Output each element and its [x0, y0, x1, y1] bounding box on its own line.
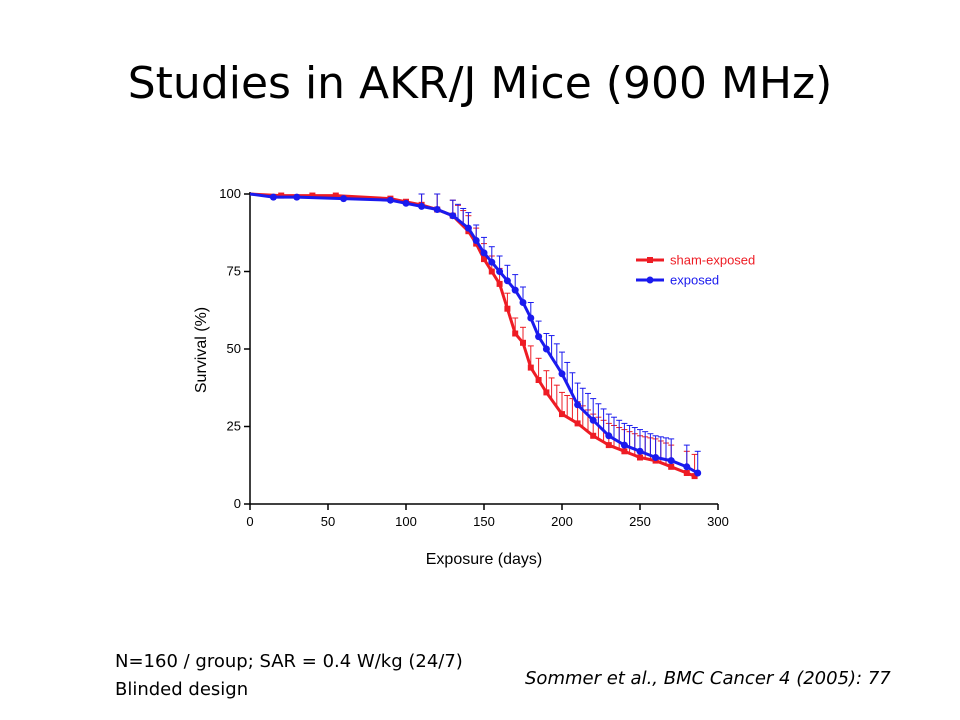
- data-point: [543, 389, 550, 396]
- footnote: N=160 / group; SAR = 0.4 W/kg (24/7) Bli…: [115, 648, 463, 704]
- data-point: [574, 401, 582, 409]
- data-point: [668, 463, 675, 470]
- data-point: [488, 258, 496, 266]
- data-point: [332, 192, 339, 199]
- chart-legend: sham-exposed exposed: [636, 253, 755, 288]
- series-line-exposed: [249, 192, 699, 475]
- data-point: [519, 299, 527, 306]
- data-point: [683, 463, 691, 471]
- legend-item-exposed: exposed: [636, 273, 719, 288]
- y-tick-label: 0: [234, 496, 241, 511]
- data-point: [694, 469, 702, 477]
- data-point: [652, 454, 660, 461]
- x-tick-label: 100: [395, 514, 417, 529]
- data-point: [605, 442, 612, 449]
- y-tick-label: 75: [227, 264, 241, 279]
- data-point: [620, 441, 628, 449]
- data-point: [558, 370, 566, 378]
- data-point: [481, 256, 487, 263]
- data-point: [464, 224, 472, 232]
- slide-title: Studies in AKR/J Mice (900 MHz): [127, 58, 833, 109]
- data-point: [496, 268, 504, 275]
- data-point: [449, 212, 457, 220]
- data-point: [589, 416, 597, 424]
- data-point: [386, 196, 394, 204]
- data-point: [535, 377, 542, 383]
- x-tick-label: 250: [629, 514, 651, 529]
- data-point: [527, 364, 534, 371]
- data-point: [309, 192, 316, 199]
- x-tick-label: 150: [473, 514, 495, 529]
- data-point: [574, 420, 581, 427]
- data-point: [269, 193, 277, 201]
- y-axis-label: Survival (%): [193, 307, 210, 393]
- data-point: [402, 199, 410, 207]
- data-point: [590, 432, 597, 439]
- x-tick-label: 300: [707, 514, 729, 529]
- data-point: [496, 280, 503, 287]
- data-point: [488, 268, 495, 275]
- data-point: [511, 286, 519, 294]
- y-tick-label: 25: [227, 419, 241, 434]
- data-point: [504, 305, 511, 312]
- legend-marker: [646, 276, 654, 284]
- data-point: [293, 193, 301, 201]
- series-exposed: [249, 192, 702, 477]
- chart-axes: 0 25 50 75 100 0 50 100 150 200 250 300: [219, 186, 729, 529]
- data-point: [433, 206, 441, 213]
- data-point: [520, 339, 526, 346]
- legend-label: sham-exposed: [670, 253, 755, 268]
- x-tick-label: 50: [321, 514, 335, 529]
- data-point: [636, 447, 644, 455]
- data-point: [480, 249, 488, 257]
- data-point: [605, 432, 613, 440]
- legend-marker: [647, 257, 653, 263]
- data-point: [535, 333, 543, 341]
- data-point: [691, 473, 698, 480]
- legend-label: exposed: [670, 273, 719, 288]
- data-point: [542, 345, 550, 353]
- data-point: [683, 470, 690, 476]
- y-tick-label: 50: [227, 341, 241, 356]
- x-tick-label: 200: [551, 514, 573, 529]
- x-axis-label: Exposure (days): [426, 551, 543, 568]
- y-tick-label: 100: [219, 186, 241, 201]
- chart-series: [249, 192, 702, 480]
- data-point: [637, 454, 643, 461]
- x-tick-label: 0: [246, 514, 253, 529]
- data-point: [559, 411, 565, 418]
- data-point: [667, 457, 675, 465]
- data-point: [278, 192, 285, 199]
- footnote-line-sample-size: N=160 / group; SAR = 0.4 W/kg (24/7): [115, 651, 463, 672]
- citation: Sommer et al., BMC Cancer 4 (2005): 77: [525, 668, 891, 689]
- data-point: [512, 330, 519, 337]
- data-point: [621, 448, 628, 455]
- footnote-line-design: Blinded design: [115, 679, 249, 700]
- data-point: [340, 195, 348, 203]
- data-point: [418, 202, 426, 210]
- legend-item-sham-exposed: sham-exposed: [636, 253, 755, 268]
- data-point: [527, 314, 535, 322]
- data-point: [472, 237, 480, 244]
- data-point: [503, 277, 511, 285]
